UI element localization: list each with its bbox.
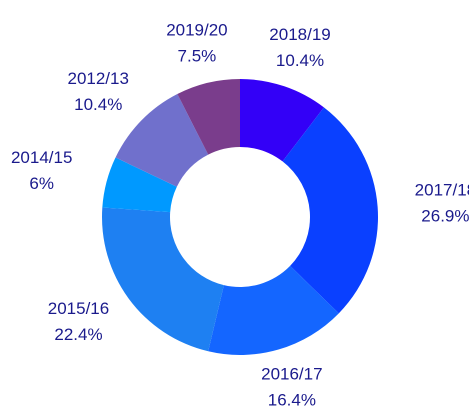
slice-value-label: 16.4% <box>268 390 316 409</box>
slice-value-label: 22.4% <box>54 325 102 344</box>
donut-slice <box>282 107 378 314</box>
slice-value-label: 7.5% <box>178 46 217 65</box>
slice-category-label: 2017/18 <box>415 181 469 200</box>
slice-category-label: 2018/19 <box>269 25 330 44</box>
slice-value-label: 10.4% <box>74 95 122 114</box>
slice-category-label: 2012/13 <box>67 69 128 88</box>
donut-slice <box>115 94 209 187</box>
donut-slice <box>208 265 339 355</box>
donut-slice <box>102 207 224 352</box>
slice-category-label: 2015/16 <box>48 299 109 318</box>
slice-category-label: 2016/17 <box>261 364 322 383</box>
donut-slice <box>102 157 177 213</box>
slice-value-label: 26.9% <box>421 207 469 226</box>
donut-slice <box>177 79 240 155</box>
slice-category-label: 2014/15 <box>11 148 72 167</box>
slice-value-label: 10.4% <box>276 51 324 70</box>
slice-value-label: 6% <box>29 174 54 193</box>
donut-slice <box>240 79 324 162</box>
slice-category-label: 2019/20 <box>166 20 227 39</box>
